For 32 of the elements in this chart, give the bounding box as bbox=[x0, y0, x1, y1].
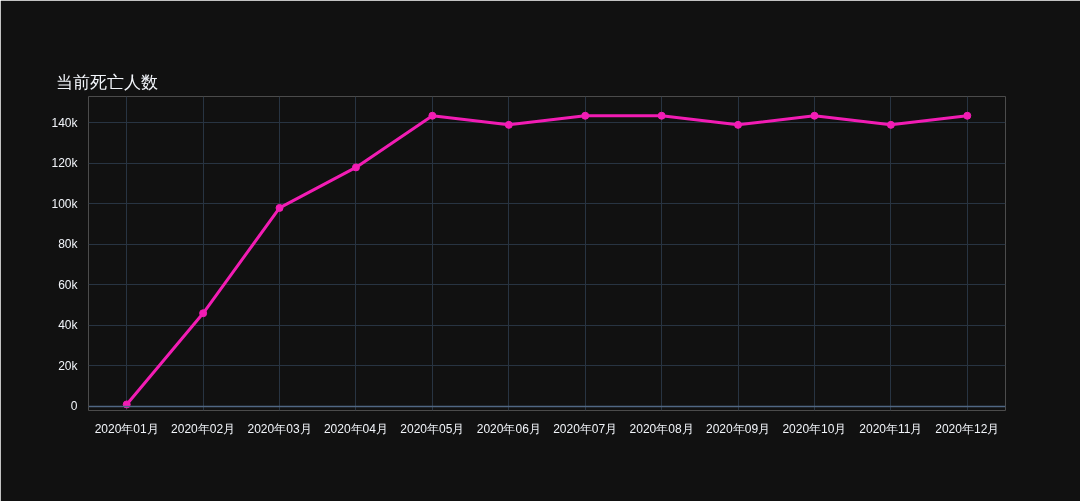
point bbox=[581, 111, 590, 120]
y-tick-label: 140k bbox=[51, 115, 79, 130]
x-tick-label: 2020年03月 bbox=[247, 421, 312, 436]
x-tick-label: 2020年11月 bbox=[859, 421, 923, 436]
point bbox=[428, 111, 437, 120]
x-tick-label: 2020年09月 bbox=[706, 421, 771, 436]
x-tick-label: 2020年02月 bbox=[171, 421, 236, 436]
x-tick-label: 2020年07月 bbox=[553, 421, 618, 436]
point bbox=[886, 120, 895, 129]
point bbox=[351, 163, 360, 172]
x-tick-label: 2020年10月 bbox=[782, 421, 847, 436]
x-tick-label: 2020年06月 bbox=[476, 421, 541, 436]
y-tick-label: 0 bbox=[70, 399, 78, 414]
point bbox=[199, 309, 208, 318]
x-tick-label: 2020年01月 bbox=[94, 421, 159, 436]
point bbox=[810, 111, 819, 120]
x-tick-label: 2020年04月 bbox=[323, 421, 388, 436]
point bbox=[963, 111, 972, 120]
y-tick-label: 20k bbox=[58, 358, 79, 373]
point bbox=[504, 120, 513, 129]
y-tick-label: 120k bbox=[51, 156, 79, 171]
x-tick-label: 2020年05月 bbox=[400, 421, 465, 436]
y-tick-label: 80k bbox=[58, 237, 79, 252]
x-tick-label: 2020年12月 bbox=[935, 421, 1000, 436]
point bbox=[657, 111, 666, 120]
y-tick-label: 100k bbox=[51, 196, 79, 211]
chart-title: 当前死亡人数 bbox=[55, 72, 158, 92]
y-tick-label: 40k bbox=[58, 318, 79, 333]
x-tick-label: 2020年08月 bbox=[629, 421, 694, 436]
point bbox=[734, 120, 743, 129]
point bbox=[275, 203, 284, 212]
y-tick-label: 60k bbox=[58, 277, 79, 292]
